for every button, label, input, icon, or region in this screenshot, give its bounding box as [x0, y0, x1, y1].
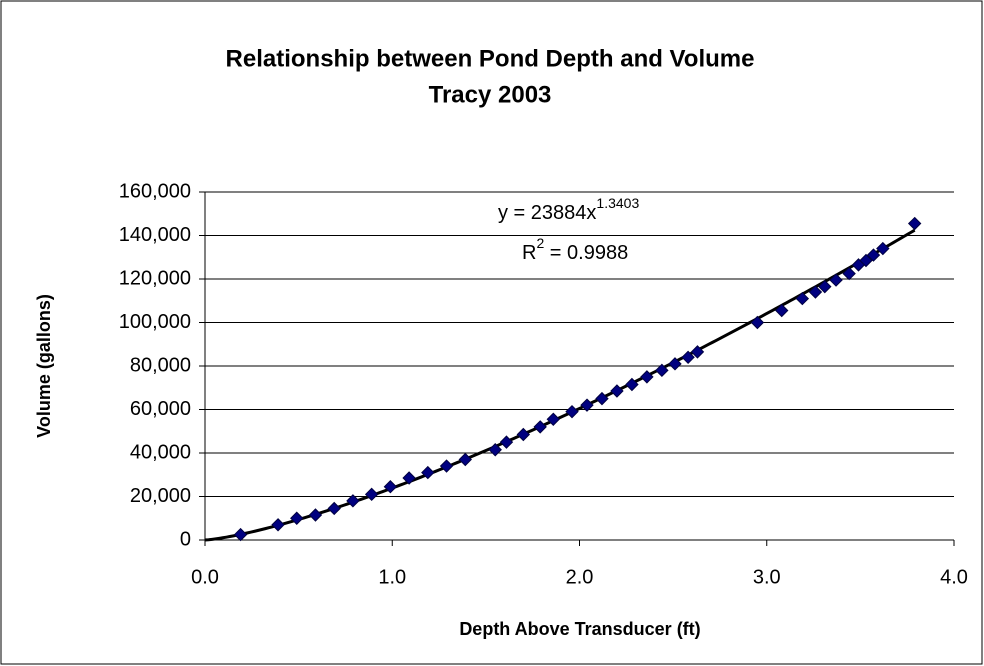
r-value: = 0.9988: [544, 242, 628, 264]
y-tick-label: 40,000: [130, 441, 191, 463]
data-point: [859, 253, 873, 268]
data-point: [775, 303, 789, 318]
data-point: [488, 443, 502, 457]
x-tick-label: 0.0: [191, 566, 219, 588]
data-point: [546, 412, 560, 426]
data-point: [499, 435, 514, 449]
r-power: 2: [536, 235, 544, 251]
data-point: [655, 363, 669, 378]
data-point: [364, 487, 379, 502]
data-point: [681, 350, 695, 365]
data-point: [516, 427, 531, 442]
y-axis-title: Volume (gallons): [34, 294, 54, 438]
y-tick-label: 0: [180, 528, 191, 550]
data-point: [610, 384, 624, 398]
data-point: [595, 391, 609, 406]
data-point: [421, 465, 435, 480]
data-point: [625, 377, 639, 392]
y-tick-label: 100,000: [119, 311, 191, 333]
y-tick-label: 140,000: [119, 224, 191, 246]
y-tick-label: 120,000: [119, 267, 191, 289]
chart-title: Relationship between Pond Depth and Volu…: [226, 45, 755, 72]
r-symbol: R: [522, 242, 536, 264]
y-tick-label: 60,000: [130, 398, 191, 420]
data-point: [640, 370, 654, 384]
y-tick-label: 160,000: [119, 180, 191, 202]
y-tick-label: 20,000: [130, 485, 191, 507]
x-axis-title: Depth Above Transducer (ft): [459, 619, 700, 639]
data-point: [907, 216, 922, 231]
data-point: [327, 501, 341, 516]
x-tick-label: 1.0: [378, 566, 406, 588]
data-point: [383, 480, 398, 494]
data-point: [795, 291, 810, 306]
data-point: [580, 398, 594, 412]
data-point: [533, 420, 547, 434]
data-point: [829, 273, 843, 287]
data-point: [565, 404, 579, 419]
equation-text: y = 23884x: [498, 202, 596, 224]
data-point: [876, 241, 890, 256]
data-point: [458, 452, 472, 467]
y-tick-label: 80,000: [130, 354, 191, 376]
x-tick-label: 4.0: [940, 566, 968, 588]
data-point: [439, 459, 454, 473]
data-point: [842, 266, 856, 281]
trend-r-squared: R2 = 0.9988: [522, 235, 628, 265]
data-point: [808, 285, 823, 299]
x-tick-label: 2.0: [566, 566, 594, 588]
data-point: [690, 345, 705, 359]
data-point: [233, 527, 248, 542]
data-point: [866, 248, 881, 262]
data-point: [818, 279, 832, 294]
equation-exponent: 1.3403: [596, 195, 639, 211]
data-point: [402, 471, 416, 485]
trend-equation: y = 23884x1.3403: [498, 195, 639, 225]
data-point: [750, 315, 765, 330]
chart-subtitle: Tracy 2003: [429, 81, 552, 108]
data-point: [668, 357, 682, 371]
data-point: [346, 494, 360, 508]
data-point: [308, 508, 323, 522]
data-point: [271, 518, 285, 532]
x-tick-label: 3.0: [753, 566, 781, 588]
data-point: [290, 511, 304, 525]
trendline: [204, 228, 916, 542]
